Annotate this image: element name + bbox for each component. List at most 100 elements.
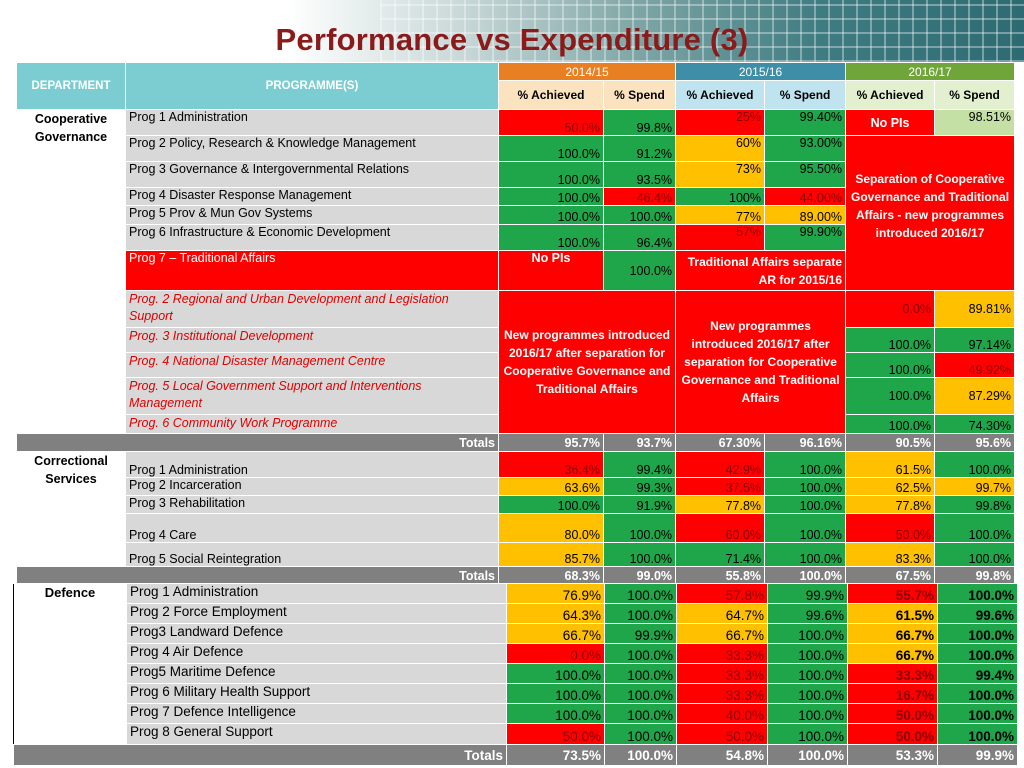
spend-2016: 100.0%: [937, 643, 1018, 664]
total-spend-2014: 93.7%: [602, 433, 677, 452]
spend-2016: 100.0%: [934, 451, 1016, 478]
programme-cell: Prog 1 Administration: [125, 451, 499, 478]
achieved-2014: 76.9%: [506, 583, 605, 604]
spend-2014: 46.4%: [602, 187, 677, 206]
achieved-2014: No PIs: [498, 250, 604, 291]
header-background: [0, 0, 1024, 62]
achieved-2016: 50.0%: [847, 703, 938, 724]
header-achieved-2016: % Achieved: [845, 80, 936, 110]
spend-2015: 100.0%: [764, 513, 847, 543]
defence-table: Defence Prog 1 Administration 76.9% 100.…: [13, 583, 1018, 766]
programme-cell: Prog 1 Administration: [125, 109, 499, 136]
achieved-2015: 37.5%: [675, 477, 766, 496]
spend-2015: 100.0%: [764, 451, 847, 478]
total-achieved-2015: 67.30%: [675, 433, 766, 452]
programme-cell-new: Prog. 4 National Disaster Management Cen…: [125, 352, 499, 378]
spend-2016: 99.7%: [934, 477, 1016, 496]
spend-2016: 100.0%: [937, 623, 1018, 644]
programme-cell: Prog 6 Military Health Support: [126, 683, 507, 704]
programme-cell: Prog 8 General Support: [126, 723, 507, 745]
total-achieved-2016: 53.3%: [847, 744, 938, 766]
achieved-2014: 64.3%: [506, 603, 605, 624]
achieved-2016: 100.0%: [845, 377, 936, 415]
performance-table: DEPARTMENT PROGRAMME(S) 2014/15 2015/16 …: [16, 62, 1016, 585]
spend-2015: 95.50%: [764, 161, 847, 188]
spend-2014: 100.0%: [602, 513, 677, 543]
spend-2014: 93.5%: [602, 161, 677, 188]
achieved-2016: 100.0%: [845, 414, 936, 434]
note-separation-2016: Separation of Cooperative Governance and…: [845, 135, 1016, 291]
programme-cell: Prog 4 Disaster Response Management: [125, 187, 499, 206]
spend-2016: 99.6%: [937, 603, 1018, 624]
total-spend-2016: 99.8%: [934, 566, 1016, 585]
spend-2014: 100.0%: [604, 723, 677, 745]
programme-cell: Prog 7 Defence Intelligence: [126, 703, 507, 724]
achieved-2016: 33.3%: [847, 663, 938, 684]
achieved-2015: 33.3%: [676, 663, 768, 684]
spend-2014: 99.9%: [604, 623, 677, 644]
achieved-2015: 71.4%: [675, 542, 766, 567]
achieved-2015: 25%: [675, 109, 766, 136]
spend-2014: 100.0%: [604, 703, 677, 724]
spend-2014: 96.4%: [602, 224, 677, 251]
programme-cell: Prog 2 Policy, Research & Knowledge Mana…: [125, 135, 499, 162]
programme-cell: Prog5 Maritime Defence: [126, 663, 507, 684]
achieved-2015: 77%: [675, 205, 766, 225]
achieved-2014: 100.0%: [498, 224, 604, 251]
header-grid-pattern: [380, 0, 1024, 62]
note-new-programmes-2015: New programmes introduced 2016/17 after …: [675, 290, 847, 434]
spend-2015: 100.0%: [767, 623, 848, 644]
total-spend-2016: 95.6%: [934, 433, 1016, 452]
total-spend-2016: 99.9%: [937, 744, 1018, 766]
spend-2015: 44.00%: [764, 187, 847, 206]
spend-2015: 100.0%: [764, 542, 847, 567]
spend-2014: 99.8%: [602, 109, 677, 136]
programme-cell: Prog 5 Social Reintegration: [125, 542, 499, 567]
achieved-2015: 77.8%: [675, 495, 766, 514]
total-achieved-2015: 55.8%: [675, 566, 766, 585]
total-achieved-2014: 95.7%: [498, 433, 604, 452]
achieved-2015: 57.8%: [676, 583, 768, 604]
achieved-2014: 100.0%: [506, 683, 605, 704]
achieved-2014: 100.0%: [498, 187, 604, 206]
achieved-2014: 80.0%: [498, 513, 604, 543]
achieved-2016: 100.0%: [845, 352, 936, 378]
total-achieved-2014: 68.3%: [498, 566, 604, 585]
spend-2015: 99.9%: [767, 583, 848, 604]
spend-2015: 100.0%: [764, 495, 847, 514]
totals-label: Totals: [16, 566, 499, 585]
achieved-2014: 66.7%: [506, 623, 605, 644]
achieved-2016: 66.7%: [847, 623, 938, 644]
spend-2015: 100.0%: [767, 723, 848, 745]
achieved-2015: 40.0%: [676, 703, 768, 724]
achieved-2015: 50.0%: [676, 723, 768, 745]
achieved-2016: 55.7%: [847, 583, 938, 604]
programme-cell: Prog 2 Force Employment: [126, 603, 507, 624]
spend-2016: 87.29%: [934, 377, 1016, 415]
spend-2015: 99.40%: [764, 109, 847, 136]
programme-cell: Prog 5 Prov & Mun Gov Systems: [125, 205, 499, 225]
total-spend-2014: 99.0%: [602, 566, 677, 585]
spend-2015: 99.90%: [764, 224, 847, 251]
spend-2015: 100.0%: [767, 643, 848, 664]
programme-cell: Prog 4 Air Defence: [126, 643, 507, 664]
total-spend-2015: 100.0%: [764, 566, 847, 585]
achieved-2016: 77.8%: [845, 495, 936, 514]
spend-2014: 100.0%: [604, 683, 677, 704]
spend-2015: 93.00%: [764, 135, 847, 162]
header-achieved-2014: % Achieved: [498, 80, 604, 110]
note-traditional-affairs: Traditional Affairs separate AR for 2015…: [675, 250, 847, 291]
achieved-2016: 50.0%: [845, 513, 936, 543]
spend-2016: 89.81%: [934, 290, 1016, 328]
header-achieved-2015: % Achieved: [675, 80, 766, 110]
spend-2016: 49.92%: [934, 352, 1016, 378]
spend-2015: 99.6%: [767, 603, 848, 624]
achieved-2015: 100%: [675, 187, 766, 206]
totals-label: Totals: [13, 744, 507, 766]
programme-cell-new: Prog. 6 Community Work Programme: [125, 414, 499, 434]
achieved-2016: No PIs: [845, 109, 936, 136]
spend-2014: 100.0%: [602, 542, 677, 567]
header-spend-2014: % Spend: [602, 80, 677, 110]
programme-cell: Prog 6 Infrastructure & Economic Develop…: [125, 224, 499, 251]
header-department: DEPARTMENT: [16, 62, 126, 110]
